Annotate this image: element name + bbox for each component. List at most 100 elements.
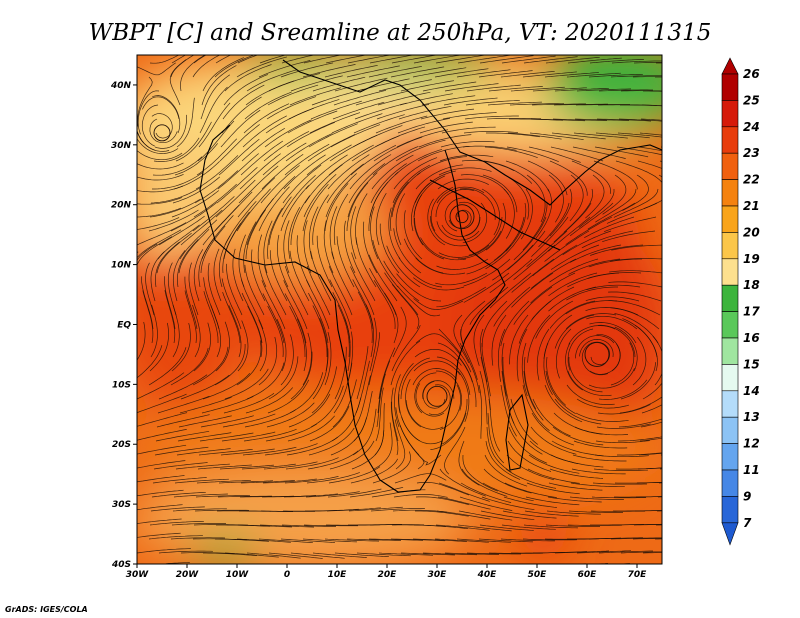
streamline [434, 538, 489, 543]
streamline [506, 454, 555, 481]
streamline [482, 482, 534, 502]
streamline [481, 496, 535, 511]
streamline [280, 185, 310, 232]
streamline [240, 480, 295, 484]
streamline [397, 285, 441, 317]
streamline [145, 262, 155, 316]
streamline [368, 254, 398, 302]
streamline [481, 300, 508, 347]
streamline [573, 440, 628, 449]
streamline [657, 49, 711, 51]
streamline [329, 440, 375, 470]
streamline [610, 75, 662, 78]
streamline [393, 494, 448, 498]
streamline [550, 244, 600, 270]
streamline [303, 220, 312, 274]
streamline [532, 244, 578, 277]
streamline [598, 379, 648, 400]
streamline [505, 202, 527, 252]
streamline [226, 263, 243, 316]
streamline [503, 188, 515, 239]
streamline [288, 99, 340, 120]
streamline [346, 65, 400, 78]
colorbar-swatch [721, 496, 739, 524]
streamline [178, 229, 210, 274]
streamline [365, 304, 374, 358]
streamline [337, 304, 350, 358]
streamline [287, 110, 338, 134]
streamline [488, 86, 543, 92]
streamline [264, 119, 312, 148]
streamline [137, 345, 163, 379]
colorbar-label: 14 [743, 384, 760, 398]
streamline [594, 454, 649, 458]
streamline [400, 357, 430, 400]
streamline [531, 286, 575, 320]
streamline [137, 504, 183, 511]
streamline [637, 160, 662, 169]
streamline [551, 132, 606, 140]
streamline [613, 46, 667, 49]
streamline [563, 188, 593, 233]
streamline [572, 454, 627, 462]
streamline [469, 286, 509, 325]
streamline [244, 264, 265, 316]
streamline [634, 324, 658, 372]
streamline [565, 342, 583, 391]
streamline [246, 567, 300, 574]
streamline [312, 194, 329, 246]
streamline [422, 567, 476, 568]
streamline [312, 76, 366, 92]
streamline [237, 55, 259, 64]
streamline [257, 234, 267, 288]
streamline [549, 468, 604, 479]
streamline [522, 71, 577, 78]
streamline [242, 115, 287, 148]
colorbar-label: 9 [743, 489, 751, 503]
streamline [640, 421, 662, 428]
streamline [265, 423, 317, 442]
streamline [201, 65, 237, 106]
streamline [224, 552, 279, 558]
streamline [591, 496, 646, 499]
streamline [566, 384, 615, 405]
streamline [177, 432, 232, 442]
streamline [466, 566, 520, 567]
streamline [544, 384, 583, 423]
streamline [589, 322, 637, 344]
streamline [620, 551, 662, 554]
colorbar-swatch [721, 258, 739, 286]
streamline [500, 300, 530, 347]
streamline [479, 370, 488, 425]
streamline [379, 223, 400, 274]
streamline [481, 188, 500, 236]
colorbar-top-arrow [721, 57, 739, 75]
streamline [588, 73, 643, 78]
streamline [306, 472, 360, 484]
streamline [462, 145, 517, 151]
streamline [608, 300, 661, 316]
streamline [588, 258, 642, 268]
streamline [576, 88, 632, 92]
streamline [463, 131, 518, 134]
streamline [267, 305, 284, 358]
streamline [435, 55, 489, 64]
streamline [664, 388, 712, 413]
streamline [493, 216, 525, 261]
streamline [414, 372, 437, 414]
vortex-circle [449, 204, 475, 230]
streamline [375, 193, 387, 246]
streamline [544, 72, 599, 78]
streamline [401, 416, 443, 445]
streamline [620, 565, 674, 567]
streamline [268, 552, 323, 559]
streamline [305, 491, 360, 498]
colorbar-label: 21 [743, 199, 760, 213]
colorbar-label: 7 [743, 516, 752, 530]
streamline [568, 258, 621, 275]
colorbar-swatch [721, 179, 739, 207]
streamline [280, 62, 334, 78]
streamline [439, 468, 487, 497]
streamline [550, 454, 604, 468]
streamline [487, 101, 542, 106]
